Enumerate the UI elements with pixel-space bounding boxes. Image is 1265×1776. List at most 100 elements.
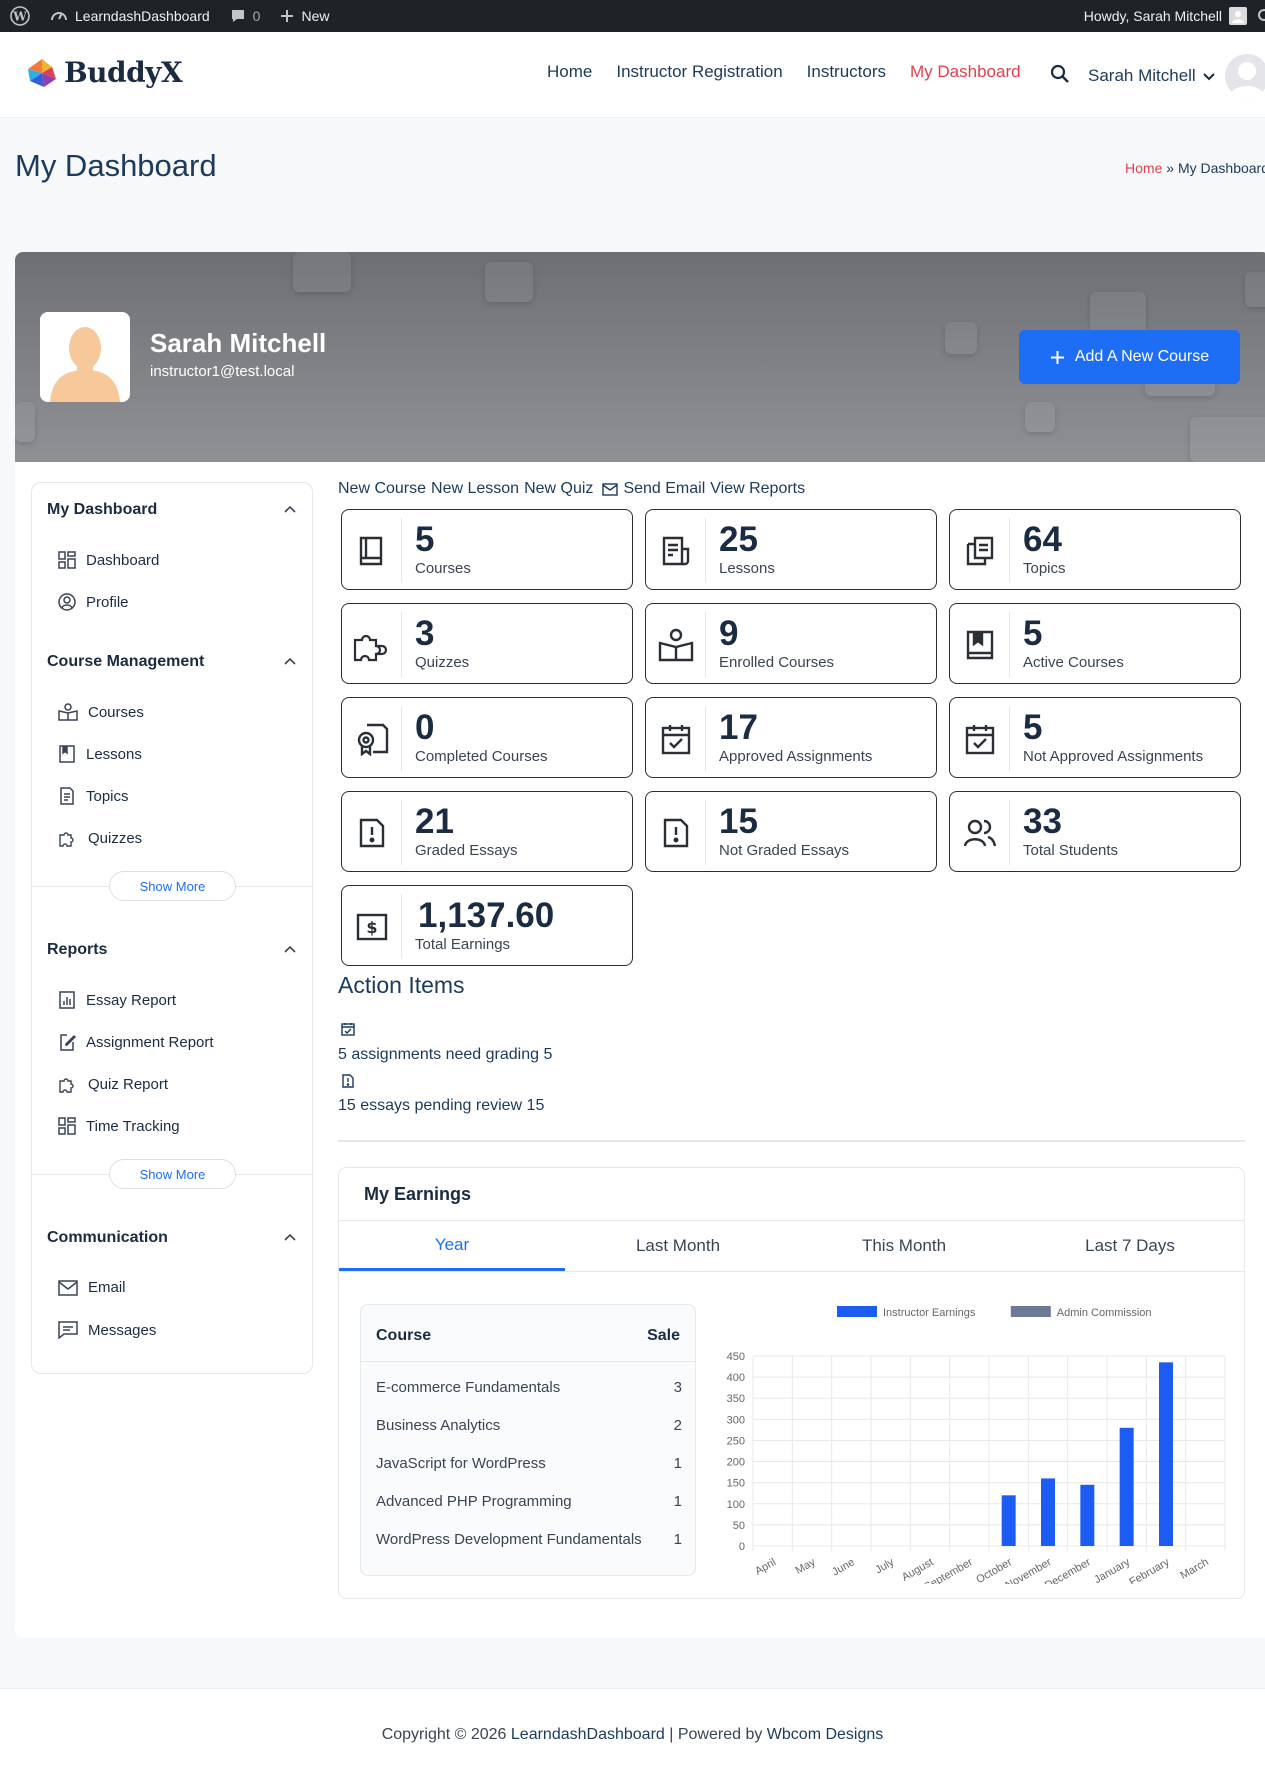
admin-bar-new[interactable]: New (270, 0, 339, 32)
my-earnings-panel: My Earnings Year Last Month This Month L… (338, 1167, 1245, 1599)
admin-bar-search[interactable] (1257, 0, 1265, 32)
bookmark-book-icon (58, 745, 76, 763)
stat-card-quizzes[interactable]: 3 Quizzes (341, 603, 633, 684)
legend-swatch (1010, 1306, 1051, 1317)
sidebar-section-communication[interactable]: Communication (47, 1229, 297, 1247)
sidebar-item-topics[interactable]: Topics (58, 787, 129, 805)
stat-card-total-earnings[interactable]: $ 1,137.60 Total Earnings (341, 885, 633, 966)
sidebar-item-email[interactable]: Email (58, 1279, 126, 1296)
admin-bar-account[interactable]: Howdy, Sarah Mitchell (1074, 0, 1257, 32)
sidebar-section-course-management[interactable]: Course Management (47, 653, 297, 671)
admin-bar-site-link[interactable]: LearndashDashboard (40, 0, 220, 32)
new-quiz-link[interactable]: New Quiz (524, 480, 594, 497)
stat-card-graded-essays[interactable]: 21 Graded Essays (341, 791, 633, 872)
y-tick-label: 0 (739, 1541, 745, 1553)
profile-cover: Sarah Mitchell instructor1@test.local Ad… (15, 252, 1265, 462)
stat-card-completed-courses[interactable]: 0 Completed Courses (341, 697, 633, 778)
sidebar-item-messages[interactable]: Messages (58, 1321, 156, 1339)
wordpress-logo-menu[interactable]: W (0, 0, 40, 32)
breadcrumb-home[interactable]: Home (1125, 160, 1163, 176)
nav-instructor-registration[interactable]: Instructor Registration (616, 62, 783, 81)
stat-card-not-graded-essays[interactable]: 15 Not Graded Essays (645, 791, 937, 872)
tab-last-7-days[interactable]: Last 7 Days (1085, 1236, 1175, 1255)
new-lesson-link[interactable]: New Lesson (431, 480, 520, 497)
sidebar-item-lessons[interactable]: Lessons (58, 745, 142, 763)
profile-email: instructor1@test.local (150, 363, 295, 380)
divider (338, 1140, 1245, 1142)
stat-label: Graded Essays (415, 842, 518, 859)
stat-label: Approved Assignments (719, 748, 873, 765)
legend-swatch (837, 1306, 877, 1317)
send-email-link[interactable]: Send Email (623, 480, 706, 497)
stat-value: 5 (1023, 614, 1043, 653)
sidebar-section-reports[interactable]: Reports (47, 941, 297, 959)
stat-card-enrolled-courses[interactable]: 9 Enrolled Courses (645, 603, 937, 684)
open-book-icon (58, 703, 78, 721)
profile-avatar[interactable] (40, 312, 130, 402)
stat-card-lessons[interactable]: 25 Lessons (645, 509, 937, 590)
stat-label: Not Approved Assignments (1023, 748, 1204, 765)
footer-site-link[interactable]: LearndashDashboard (510, 1726, 665, 1743)
tab-year[interactable]: Year (339, 1221, 565, 1271)
plus-icon (1050, 350, 1065, 365)
y-tick-label: 200 (727, 1457, 745, 1469)
lesson-icon (646, 518, 706, 583)
footer-vendor-link[interactable]: Wbcom Designs (766, 1726, 884, 1743)
column-header-course: Course (376, 1327, 432, 1344)
site-header: BuddyX Home Instructor Registration Inst… (0, 32, 1265, 118)
stat-label: Topics (1023, 560, 1066, 577)
sidebar-section-my-dashboard[interactable]: My Dashboard (47, 501, 297, 519)
stat-card-not-approved-assignments[interactable]: 5 Not Approved Assignments (949, 697, 1241, 778)
stat-card-approved-assignments[interactable]: 17 Approved Assignments (645, 697, 937, 778)
stat-card-total-students[interactable]: 33 Total Students (949, 791, 1241, 872)
sidebar-item-assignment-report[interactable]: Assignment Report (58, 1033, 214, 1051)
nav-instructors[interactable]: Instructors (806, 62, 887, 81)
sidebar-section-title: Course Management (47, 653, 205, 670)
stat-card-topics[interactable]: 64 Topics (949, 509, 1241, 590)
sidebar-item-label: Time Tracking (86, 1117, 180, 1135)
nav-home[interactable]: Home (547, 62, 593, 81)
stat-label: Lessons (719, 560, 775, 577)
stat-value: 15 (719, 802, 758, 841)
tab-last-month[interactable]: Last Month (635, 1236, 721, 1255)
action-item-essays[interactable]: 15 essays pending review 15 (338, 1097, 545, 1114)
email-icon (602, 482, 619, 496)
sale-count: 3 (673, 1379, 682, 1396)
x-tick-label: June (830, 1556, 857, 1578)
y-tick-label: 300 (727, 1414, 745, 1426)
sidebar-item-dashboard[interactable]: Dashboard (58, 551, 159, 569)
header-avatar[interactable] (1225, 54, 1265, 98)
howdy-text: Howdy, Sarah Mitchell (1083, 8, 1222, 24)
sidebar-item-essay-report[interactable]: Essay Report (58, 991, 176, 1009)
header-search-icon[interactable] (1050, 64, 1070, 84)
sidebar-item-profile[interactable]: Profile (58, 593, 129, 611)
sidebar-item-quiz-report[interactable]: Quiz Report (58, 1075, 168, 1093)
x-tick-label: February (1127, 1556, 1172, 1584)
footer-powered: | Powered by (669, 1726, 763, 1743)
sidebar-item-time-tracking[interactable]: Time Tracking (58, 1117, 180, 1135)
reports-show-more-button[interactable]: Show More (109, 1159, 236, 1189)
sidebar-item-label: Lessons (86, 745, 142, 763)
stat-card-courses[interactable]: 5 Courses (341, 509, 633, 590)
sidebar-item-label: Topics (86, 787, 129, 805)
sidebar-item-label: Essay Report (86, 991, 177, 1009)
view-reports-link[interactable]: View Reports (710, 480, 806, 497)
stat-value: 33 (1023, 802, 1062, 841)
site-logo[interactable]: BuddyX (26, 56, 183, 89)
table-row: E-commerce Fundamentals 3 (376, 1379, 682, 1396)
sidebar-item-courses[interactable]: Courses (58, 703, 144, 721)
tab-this-month[interactable]: This Month (861, 1236, 947, 1255)
course-management-show-more-button[interactable]: Show More (109, 871, 236, 901)
nav-my-dashboard[interactable]: My Dashboard (910, 62, 1021, 81)
admin-bar-comments[interactable]: 0 (220, 0, 271, 32)
sidebar-item-quizzes[interactable]: Quizzes (58, 829, 142, 847)
header-user-menu[interactable]: Sarah Mitchell (1088, 66, 1216, 86)
table-row: WordPress Development Fundamentals 1 (376, 1531, 682, 1548)
stat-value: 0 (415, 708, 435, 747)
message-icon (58, 1321, 78, 1339)
sidebar-item-label: Quizzes (88, 829, 143, 847)
stat-card-active-courses[interactable]: 5 Active Courses (949, 603, 1241, 684)
action-item-assignments[interactable]: 5 assignments need grading 5 (338, 1046, 553, 1063)
new-course-link[interactable]: New Course (338, 480, 427, 497)
add-new-course-button[interactable]: Add A New Course (1019, 330, 1240, 384)
